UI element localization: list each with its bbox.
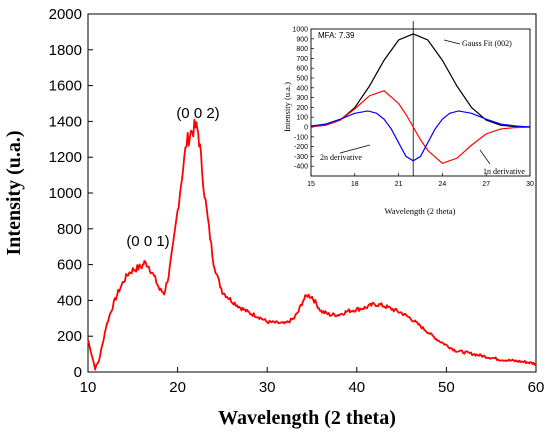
main-y-tick-label: 0 — [74, 364, 82, 381]
main-y-tick-label: 200 — [57, 328, 82, 345]
inset-y-tick-label: -400 — [294, 164, 308, 171]
inset-x-tick-label: 27 — [482, 181, 490, 188]
inset-y-tick-label: 100 — [296, 115, 308, 122]
main-y-tick-label: 1600 — [49, 78, 82, 95]
inset-y-tick-label: 1000 — [292, 27, 308, 34]
main-x-tick-label: 40 — [348, 379, 365, 396]
inset-y-tick-label: -100 — [294, 134, 308, 141]
inset-y-axis-title: Intensity (u.a.) — [282, 82, 292, 132]
inset-y-tick-label: 400 — [296, 85, 308, 92]
inset-y-tick-label: 200 — [296, 105, 308, 112]
main-y-tick-label: 1400 — [49, 113, 82, 130]
inset-y-axis: -400 -300 -200 -100 0 100 200 300 400 500 600 700 80… — [292, 27, 314, 171]
inset-y-tick-label: -300 — [294, 154, 308, 161]
main-x-tick-label: 20 — [169, 379, 186, 396]
peak-label-002: (0 0 2) — [176, 105, 219, 122]
main-y-tick-label: 1200 — [49, 149, 82, 166]
main-series-line — [87, 118, 537, 371]
peak-label-001: (0 0 1) — [126, 233, 169, 250]
inset-x-tick-label: 24 — [439, 181, 447, 188]
inset-gauss-fit-label: Gauss Fit (002) — [462, 39, 512, 48]
inset-first-derivative-label: 1n derivative — [483, 167, 525, 176]
inset-y-tick-label: 700 — [296, 56, 308, 63]
inset-y-tick-label: 300 — [296, 95, 308, 102]
main-y-axis-title: Intensity (u.a.) — [3, 130, 25, 255]
inset-y-tick-label: 800 — [296, 46, 308, 53]
inset-x-tick-label: 15 — [307, 181, 315, 188]
main-x-tick-label: 60 — [528, 379, 545, 396]
inset-second-derivative-pointer — [339, 144, 371, 154]
inset-series-first-derivative — [310, 89, 531, 165]
inset-series-second-derivative — [310, 110, 531, 162]
main-x-axis-title: Wavelength (2 theta) — [218, 407, 396, 429]
main-x-tick-label: 30 — [259, 379, 276, 396]
inset-x-axis-title: Wavelength (2 theta) — [384, 206, 455, 216]
inset-x-tick-label: 30 — [526, 181, 534, 188]
inset-plot-frame — [310, 28, 531, 177]
inset-background — [311, 29, 530, 176]
inset-x-tick-label: 18 — [351, 181, 359, 188]
inset-y-tick-label: 500 — [296, 76, 308, 83]
inset-y-tick-label: 600 — [296, 66, 308, 73]
inset-second-derivative-label: 2n derivative — [320, 153, 362, 162]
main-x-tick-label: 10 — [80, 379, 97, 396]
main-y-axis: 0 200 400 600 800 1000 1200 1400 1600 1800 2000 — [49, 6, 93, 381]
inset-chart: -400 -300 -200 -100 0 100 200 300 400 500 600 700 80… — [282, 21, 534, 216]
inset-y-tick-label: -200 — [294, 144, 308, 151]
inset-mfa-label: MFA: 7.39 — [318, 31, 355, 40]
main-x-axis: 10 20 30 40 50 60 — [80, 367, 545, 396]
main-y-tick-label: 1800 — [49, 42, 82, 59]
main-y-tick-label: 2000 — [49, 6, 82, 23]
main-x-tick-label: 50 — [438, 379, 455, 396]
inset-y-tick-label: 900 — [296, 36, 308, 43]
main-y-tick-label: 600 — [57, 257, 82, 274]
main-y-tick-label: 1000 — [49, 185, 82, 202]
inset-gauss-pointer — [443, 39, 461, 45]
inset-first-derivative-pointer — [479, 149, 491, 165]
inset-x-tick-label: 21 — [395, 181, 403, 188]
main-y-tick-label: 800 — [57, 221, 82, 238]
main-y-tick-label: 400 — [57, 292, 82, 309]
inset-y-tick-label: 0 — [304, 125, 308, 132]
